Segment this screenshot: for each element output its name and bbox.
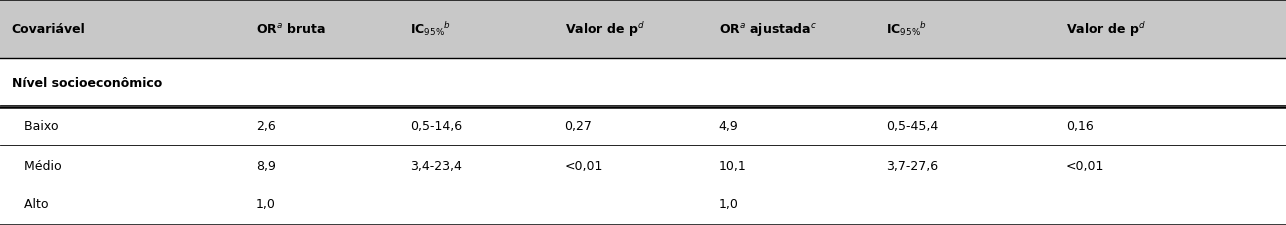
- Text: 10,1: 10,1: [719, 159, 747, 172]
- Text: 0,27: 0,27: [565, 119, 593, 133]
- Text: 3,7-27,6: 3,7-27,6: [886, 159, 939, 172]
- Text: 0,16: 0,16: [1066, 119, 1094, 133]
- Text: Baixo: Baixo: [12, 119, 58, 133]
- Text: OR$^a$ ajustada$^c$: OR$^a$ ajustada$^c$: [719, 21, 817, 38]
- Text: 1,0: 1,0: [256, 197, 275, 210]
- Text: 3,4-23,4: 3,4-23,4: [410, 159, 462, 172]
- Text: Covariável: Covariável: [12, 23, 85, 36]
- Text: IC$_{95\%}$$^{b}$: IC$_{95\%}$$^{b}$: [886, 20, 927, 38]
- Text: 2,6: 2,6: [256, 119, 275, 133]
- Text: 0,5-14,6: 0,5-14,6: [410, 119, 463, 133]
- Text: <0,01: <0,01: [565, 159, 603, 172]
- Text: 8,9: 8,9: [256, 159, 275, 172]
- Text: 0,5-45,4: 0,5-45,4: [886, 119, 939, 133]
- Text: IC$_{95\%}$$^{b}$: IC$_{95\%}$$^{b}$: [410, 20, 451, 38]
- Bar: [0, 0, 1286, 58]
- Text: <0,01: <0,01: [1066, 159, 1105, 172]
- Text: OR$^a$ bruta: OR$^a$ bruta: [256, 22, 325, 36]
- Text: Médio: Médio: [12, 159, 62, 172]
- Text: Valor de p$^d$: Valor de p$^d$: [565, 20, 644, 39]
- Text: Valor de p$^d$: Valor de p$^d$: [1066, 20, 1146, 39]
- Text: Alto: Alto: [12, 197, 48, 210]
- Text: 4,9: 4,9: [719, 119, 738, 133]
- Text: Nível socioeconômico: Nível socioeconômico: [12, 77, 162, 90]
- Text: 1,0: 1,0: [719, 197, 738, 210]
